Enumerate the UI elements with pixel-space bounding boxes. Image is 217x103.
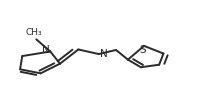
Text: CH₃: CH₃ [26, 28, 43, 37]
Text: N: N [42, 45, 50, 55]
Text: N: N [100, 49, 108, 59]
Text: S: S [139, 45, 146, 55]
